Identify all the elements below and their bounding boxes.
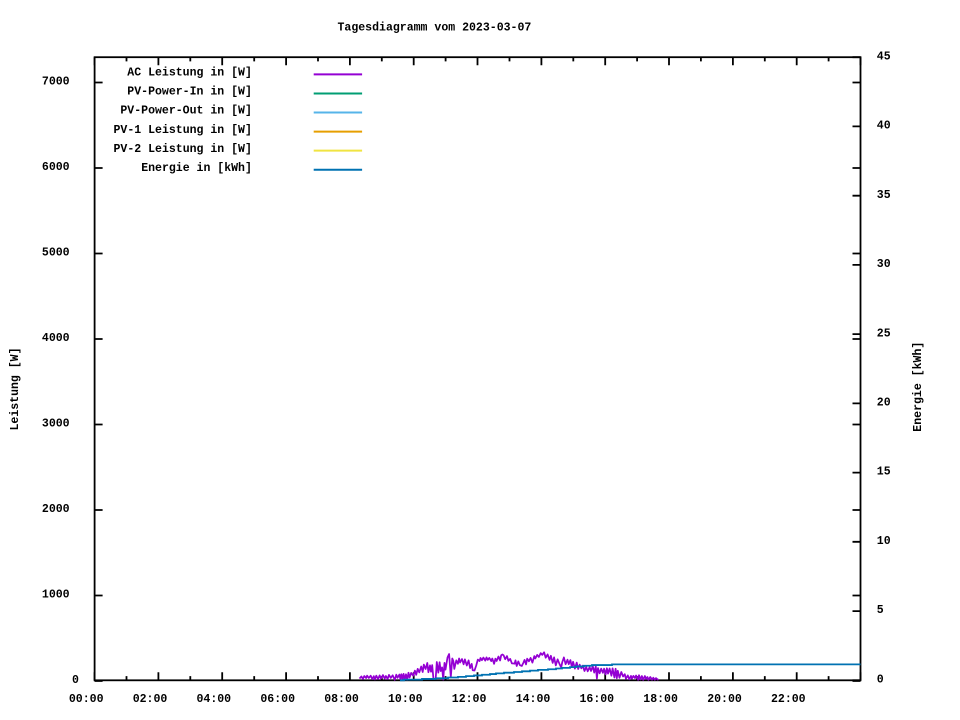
svg-text:PV-1 Leistung in [W]: PV-1 Leistung in [W] xyxy=(114,123,252,137)
svg-text:25: 25 xyxy=(877,326,891,340)
svg-text:AC Leistung in [W]: AC Leistung in [W] xyxy=(127,66,252,80)
svg-text:14:00: 14:00 xyxy=(516,692,551,706)
svg-text:3000: 3000 xyxy=(42,417,70,431)
svg-text:22:00: 22:00 xyxy=(771,692,806,706)
svg-text:04:00: 04:00 xyxy=(197,692,232,706)
svg-text:10: 10 xyxy=(877,534,891,548)
svg-text:18:00: 18:00 xyxy=(643,692,678,706)
svg-text:4000: 4000 xyxy=(42,331,70,345)
svg-text:5: 5 xyxy=(877,603,884,617)
svg-text:16:00: 16:00 xyxy=(580,692,615,706)
svg-text:7000: 7000 xyxy=(42,75,70,89)
svg-text:12:00: 12:00 xyxy=(452,692,487,706)
svg-text:10:00: 10:00 xyxy=(388,692,423,706)
svg-text:1000: 1000 xyxy=(42,588,70,602)
svg-text:PV-Power-In in [W]: PV-Power-In in [W] xyxy=(127,85,252,99)
svg-text:5000: 5000 xyxy=(42,246,70,260)
svg-text:35: 35 xyxy=(877,188,891,202)
svg-text:08:00: 08:00 xyxy=(324,692,359,706)
svg-text:20:00: 20:00 xyxy=(707,692,742,706)
svg-text:2000: 2000 xyxy=(42,502,70,516)
svg-text:40: 40 xyxy=(877,119,891,133)
svg-text:02:00: 02:00 xyxy=(133,692,168,706)
svg-text:6000: 6000 xyxy=(42,160,70,174)
svg-text:0: 0 xyxy=(72,673,79,687)
svg-text:0: 0 xyxy=(877,672,884,686)
svg-text:45: 45 xyxy=(877,49,891,63)
svg-text:PV-Power-Out in [W]: PV-Power-Out in [W] xyxy=(120,104,252,118)
svg-text:Energie in [kWh]: Energie in [kWh] xyxy=(141,161,252,175)
svg-text:Energie [kWh]: Energie [kWh] xyxy=(911,342,925,432)
svg-text:30: 30 xyxy=(877,257,891,271)
svg-text:00:00: 00:00 xyxy=(69,692,104,706)
svg-text:Tagesdiagramm vom 2023-03-07: Tagesdiagramm vom 2023-03-07 xyxy=(338,21,532,35)
svg-text:PV-2 Leistung in [W]: PV-2 Leistung in [W] xyxy=(114,142,252,156)
svg-text:20: 20 xyxy=(877,396,891,410)
svg-text:06:00: 06:00 xyxy=(260,692,295,706)
svg-text:Leistung [W]: Leistung [W] xyxy=(8,348,22,431)
svg-text:15: 15 xyxy=(877,465,891,479)
